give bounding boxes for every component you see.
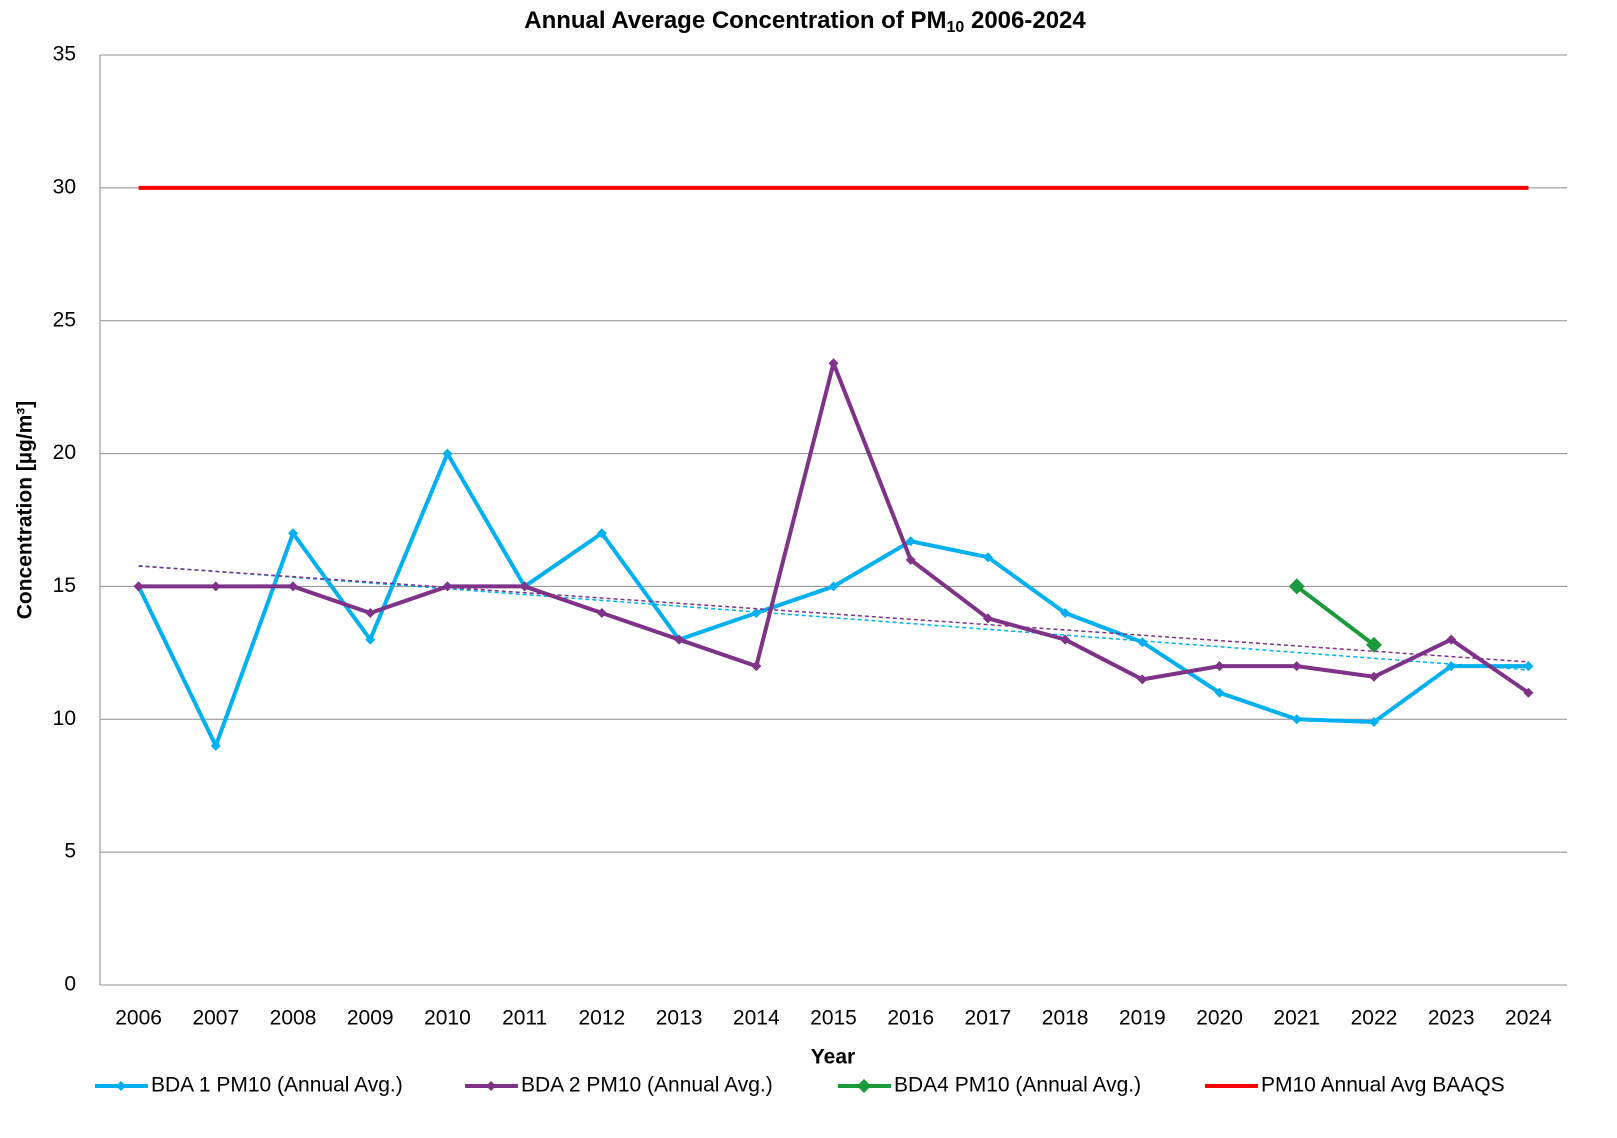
legend-marker	[116, 1081, 126, 1091]
data-point	[1137, 637, 1148, 648]
x-tick-label: 2009	[347, 1007, 394, 1030]
data-point	[596, 608, 607, 618]
x-tick-label: 2015	[810, 1007, 857, 1030]
data-point	[210, 581, 221, 592]
data-point	[1060, 634, 1071, 645]
legend-marker	[486, 1081, 496, 1091]
data-point	[1137, 674, 1148, 685]
x-tick-label: 2017	[965, 1007, 1012, 1030]
x-tick-label: 2022	[1351, 1007, 1398, 1030]
x-tick-label: 2020	[1196, 1007, 1243, 1030]
data-point	[828, 358, 839, 369]
chart-title: Annual Average Concentration of PM10 200…	[524, 7, 1086, 36]
data-point	[751, 661, 762, 672]
y-tick-label: 15	[53, 574, 76, 597]
data-point	[905, 554, 916, 565]
x-tick-label: 2010	[424, 1007, 471, 1030]
data-point	[519, 581, 530, 592]
data-point	[751, 608, 762, 618]
x-tick-label: 2007	[192, 1007, 239, 1030]
data-point	[133, 581, 144, 592]
data-point	[210, 740, 221, 751]
x-tick-label: 2018	[1042, 1007, 1089, 1030]
legend-label: BDA 2 PM10 (Annual Avg.)	[521, 1074, 773, 1097]
trendline	[138, 564, 1529, 671]
data-point	[905, 536, 916, 547]
x-tick-label: 2021	[1273, 1007, 1320, 1030]
data-point	[1214, 661, 1225, 672]
title-text: Annual Average Concentration of PM	[524, 7, 946, 34]
data-point	[442, 581, 453, 592]
series-line	[1295, 584, 1376, 647]
trendline	[138, 565, 1529, 663]
data-point	[982, 613, 993, 624]
data-point	[442, 448, 453, 459]
series-line	[138, 361, 1530, 695]
data-point	[828, 581, 839, 592]
data-point	[1365, 636, 1382, 653]
data-point	[288, 528, 299, 539]
data-point	[1446, 634, 1457, 645]
title-rest: 2006-2024	[964, 7, 1086, 34]
data-point	[982, 552, 993, 563]
x-tick-label: 2016	[887, 1007, 934, 1030]
y-tick-label: 30	[53, 175, 76, 198]
y-tick-label: 35	[53, 43, 76, 66]
x-tick-label: 2019	[1119, 1007, 1166, 1030]
y-tick-label: 20	[53, 441, 76, 464]
data-point	[1291, 714, 1302, 725]
data-point	[288, 581, 299, 592]
x-tick-label: 2024	[1505, 1007, 1552, 1030]
data-point	[365, 634, 376, 645]
data-point	[596, 528, 607, 539]
x-tick-label: 2014	[733, 1007, 780, 1030]
data-point	[674, 634, 685, 645]
x-tick-label: 2006	[115, 1007, 162, 1030]
data-point	[1368, 716, 1379, 727]
y-tick-label: 5	[64, 840, 76, 863]
y-tick-label: 10	[53, 707, 76, 730]
data-point	[1368, 671, 1379, 682]
x-tick-label: 2012	[579, 1007, 626, 1030]
series-line	[136, 451, 1529, 748]
x-axis-title: Year	[811, 1046, 855, 1069]
data-point	[1523, 687, 1534, 698]
legend-label: PM10 Annual Avg BAAQS	[1261, 1074, 1505, 1097]
legend-label: BDA4 PM10 (Annual Avg.)	[894, 1074, 1141, 1097]
x-tick-label: 2013	[656, 1007, 703, 1030]
data-point	[1288, 578, 1305, 595]
x-tick-label: 2023	[1428, 1007, 1475, 1030]
title-subscript: 10	[947, 19, 965, 36]
data-point	[1446, 661, 1457, 672]
data-point	[1291, 661, 1302, 672]
x-tick-label: 2008	[270, 1007, 317, 1030]
data-point	[1060, 608, 1071, 618]
data-point	[1214, 687, 1225, 698]
y-tick-label: 0	[64, 973, 76, 996]
x-tick-label: 2011	[502, 1007, 547, 1030]
legend-label: BDA 1 PM10 (Annual Avg.)	[151, 1074, 403, 1097]
legend-marker	[857, 1079, 871, 1093]
data-point	[365, 608, 376, 618]
y-axis-title: Concentration [µg/m³]	[14, 401, 37, 620]
y-tick-label: 25	[53, 308, 76, 331]
data-point	[1523, 661, 1534, 672]
